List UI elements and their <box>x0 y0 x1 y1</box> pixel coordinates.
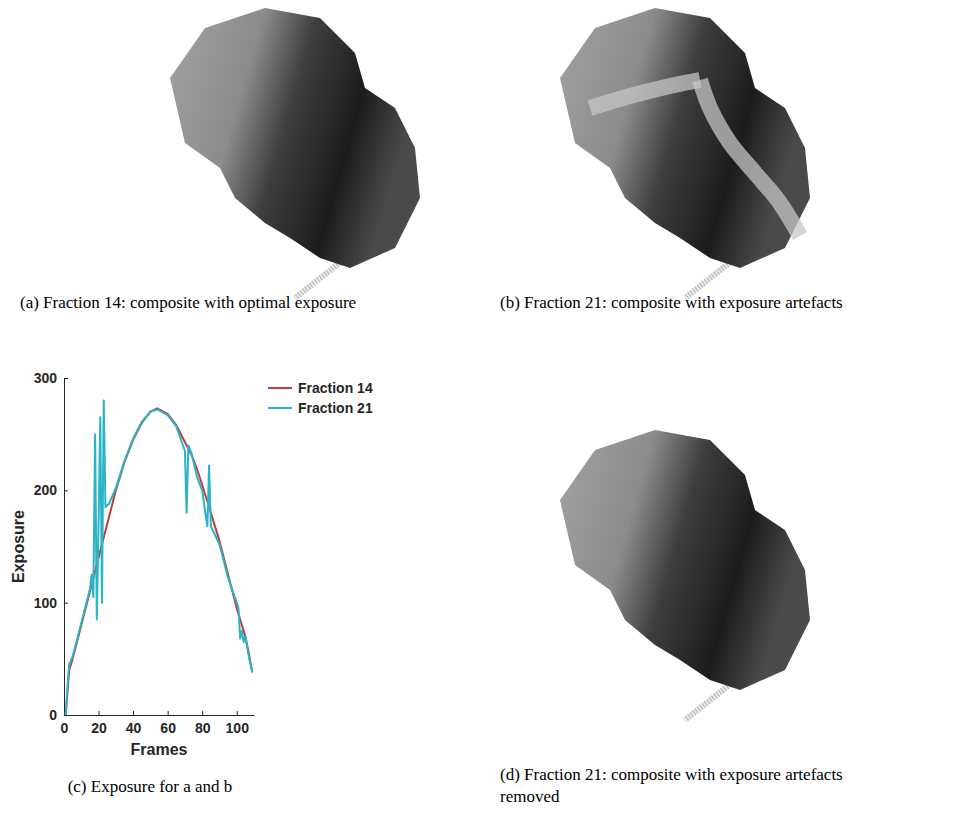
x-tick: 80 <box>195 711 211 736</box>
y-tick-mark <box>64 715 68 716</box>
x-axis-line <box>65 715 255 716</box>
y-tick-label: 200 <box>34 482 58 498</box>
x-tick-label: 80 <box>195 720 211 736</box>
legend-swatch <box>268 407 292 409</box>
x-axis-title: Frames <box>131 741 188 758</box>
exposure-artefact <box>700 80 800 236</box>
y-tick-label: 300 <box>34 370 58 386</box>
y-tick: 100 <box>34 595 68 611</box>
composite-shape <box>170 8 420 268</box>
x-tick-label: 100 <box>226 720 250 736</box>
x-tick-label: 0 <box>61 720 69 736</box>
y-axis-title: Exposure <box>10 510 27 583</box>
x-tick-mark <box>202 711 203 715</box>
composite-shape <box>560 8 810 268</box>
legend-swatch <box>268 387 292 389</box>
legend-entry: Fraction 14 <box>268 380 373 396</box>
legend: Fraction 14 Fraction 21 <box>268 380 373 416</box>
x-tick-mark <box>237 711 238 715</box>
x-tick: 20 <box>91 711 107 736</box>
x-tick-label: 60 <box>160 720 176 736</box>
x-tick-mark <box>168 711 169 715</box>
y-tick-mark <box>64 490 68 491</box>
plot-area <box>66 400 253 715</box>
legend-label: Fraction 21 <box>298 400 373 416</box>
composite-shape <box>560 430 810 690</box>
series-line <box>66 400 253 715</box>
composite-image <box>560 8 810 298</box>
legend-label: Fraction 14 <box>298 380 373 396</box>
x-tick-mark <box>133 711 134 715</box>
exposure-artefact <box>590 80 700 108</box>
x-tick-label: 20 <box>91 720 107 736</box>
y-tick-mark <box>64 603 68 604</box>
y-tick-label: 0 <box>49 707 57 723</box>
x-tick: 40 <box>126 711 142 736</box>
composite-image <box>560 430 810 720</box>
x-tick: 60 <box>160 711 176 736</box>
panel-caption: (c) Exposure for a and b <box>68 777 233 796</box>
figure: (a) Fraction 14: composite with optimal … <box>0 0 962 816</box>
composite-image <box>170 8 420 298</box>
legend-entry: Fraction 21 <box>268 400 373 416</box>
y-tick: 200 <box>34 482 68 498</box>
y-axis: 0 100 200 300 <box>34 370 68 723</box>
y-axis-line <box>64 379 65 716</box>
panel-caption: (b) Fraction 21: composite with exposure… <box>500 293 843 312</box>
x-tick-label: 40 <box>126 720 142 736</box>
y-tick-label: 100 <box>34 595 58 611</box>
y-tick-mark <box>64 378 68 379</box>
x-axis: 0 20 40 60 80 100 <box>61 711 255 736</box>
y-tick: 300 <box>34 370 68 386</box>
x-tick-mark <box>99 711 100 715</box>
panel-caption: (a) Fraction 14: composite with optimal … <box>20 293 356 312</box>
x-tick: 100 <box>226 711 250 736</box>
panel-caption: (d) Fraction 21: composite with exposure… <box>500 765 843 806</box>
